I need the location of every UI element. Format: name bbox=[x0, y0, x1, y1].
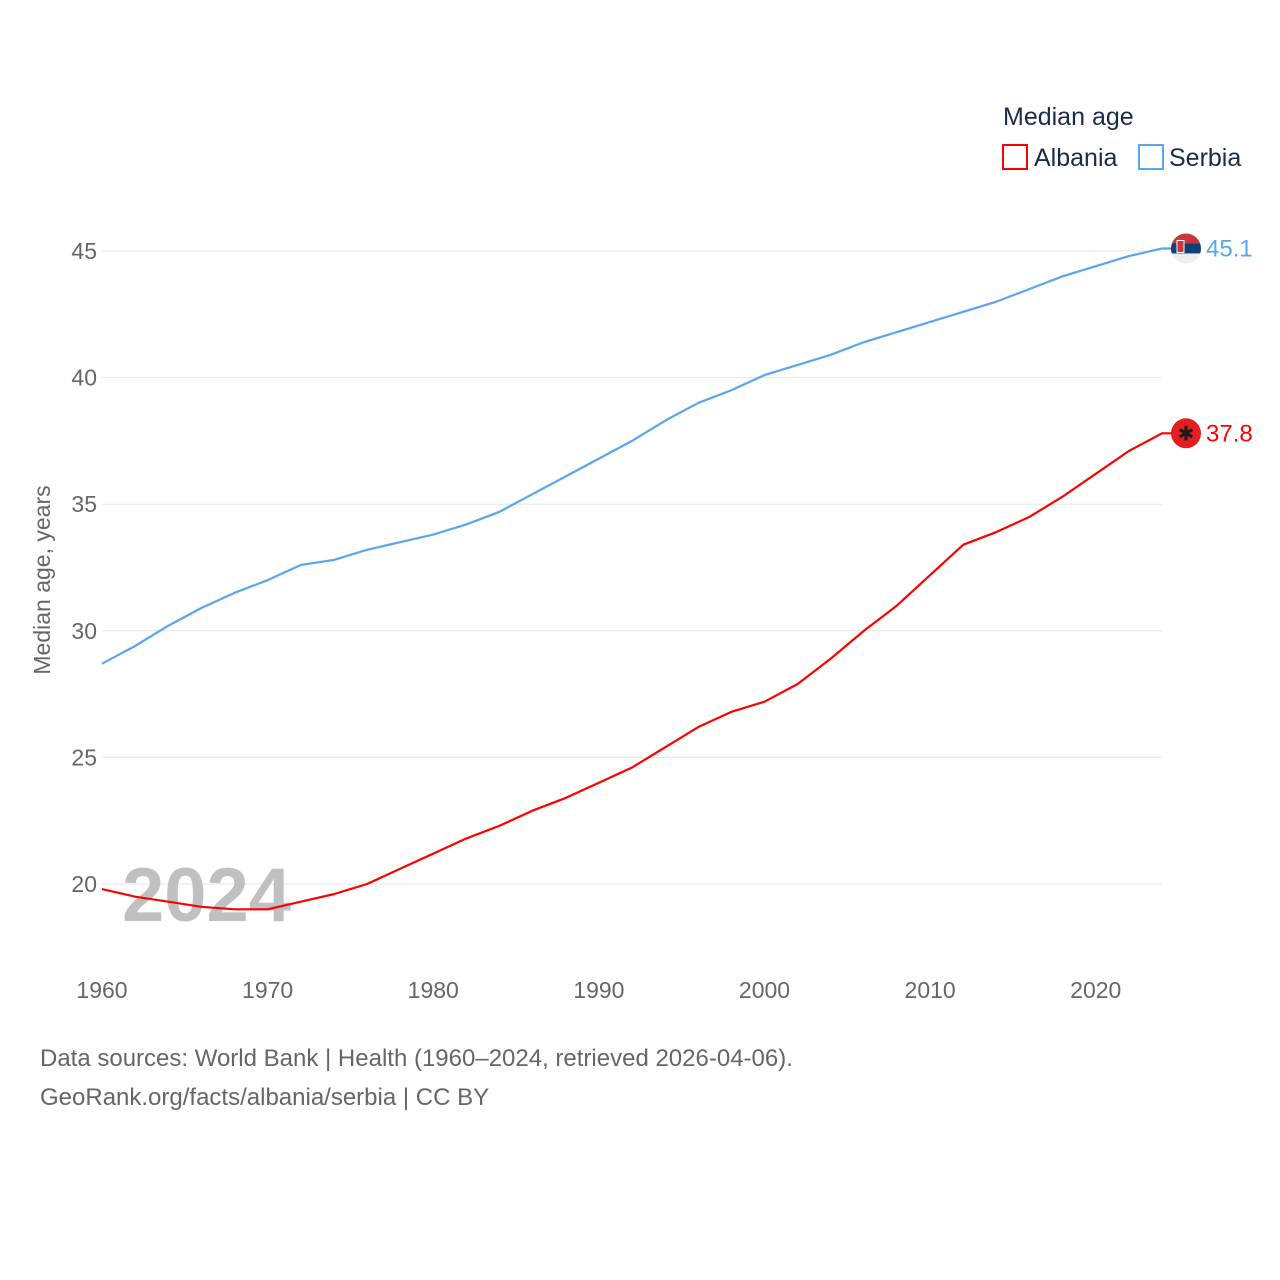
attribution-link[interactable]: GeoRank.org/facts/albania/serbia | CC BY bbox=[40, 1084, 490, 1111]
x-tick-label: 2000 bbox=[739, 977, 790, 1003]
flag-albania-icon: ✱ bbox=[1171, 418, 1201, 449]
flag-background bbox=[1171, 418, 1201, 449]
legend-title: Median age bbox=[1003, 103, 1134, 131]
end-value-label: 37.8 bbox=[1206, 420, 1253, 447]
x-tick-label: 1990 bbox=[573, 977, 624, 1003]
legend-swatch-serbia bbox=[1138, 144, 1164, 170]
flag-stripe-white bbox=[1171, 253, 1201, 264]
year-watermark: 2024 bbox=[122, 853, 291, 938]
x-tick-label: 1960 bbox=[76, 977, 127, 1003]
series-line-albania bbox=[101, 432, 1180, 911]
eagle-emblem: ✱ bbox=[1178, 423, 1195, 445]
data-source-text: Data sources: World Bank | Health (1960–… bbox=[40, 1045, 793, 1072]
end-value-label: 45.1 bbox=[1206, 235, 1253, 262]
flag-stripe-blue bbox=[1171, 243, 1201, 254]
legend-label-albania[interactable]: Albania bbox=[1034, 144, 1117, 172]
flag-stripe-red bbox=[1171, 233, 1201, 244]
series-line-serbia bbox=[101, 247, 1180, 665]
flag-serbia-icon bbox=[1171, 233, 1201, 264]
x-tick-label: 2010 bbox=[905, 977, 956, 1003]
legend-label-serbia[interactable]: Serbia bbox=[1169, 144, 1241, 172]
legend-swatch-albania bbox=[1002, 144, 1028, 170]
y-tick-label: 25 bbox=[71, 744, 97, 770]
x-tick-label: 1980 bbox=[408, 977, 459, 1003]
coat-of-arms bbox=[1176, 239, 1185, 253]
y-tick-label: 30 bbox=[71, 618, 97, 644]
y-axis-label: Median age, years bbox=[29, 485, 55, 674]
x-tick-label: 2020 bbox=[1070, 977, 1121, 1003]
y-tick-label: 45 bbox=[71, 238, 97, 264]
y-tick-label: 20 bbox=[71, 871, 97, 897]
y-tick-label: 40 bbox=[71, 365, 97, 391]
y-tick-label: 35 bbox=[71, 491, 97, 517]
x-tick-label: 1970 bbox=[242, 977, 293, 1003]
